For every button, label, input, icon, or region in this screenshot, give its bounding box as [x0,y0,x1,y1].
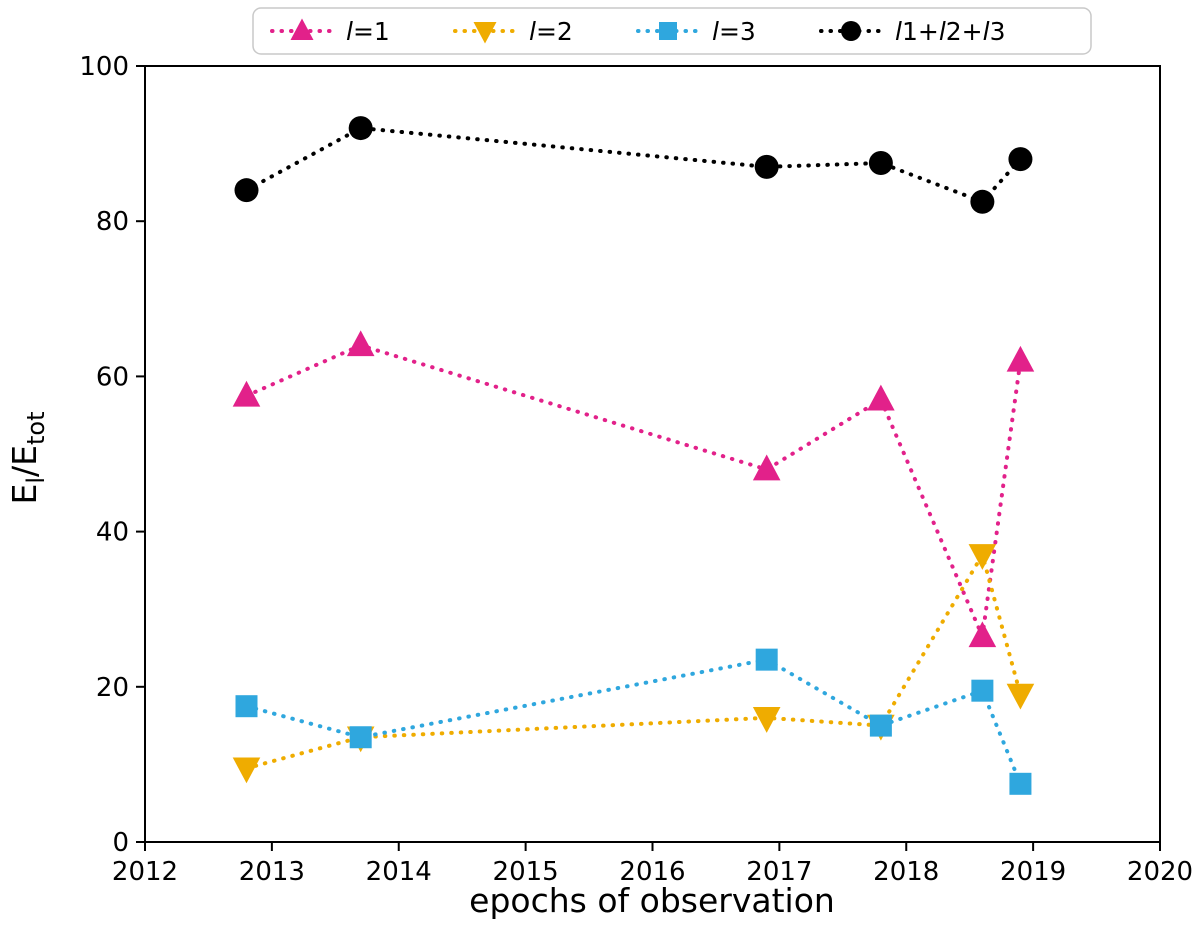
axes-frame [144,65,1161,843]
y-tick-label: 60 [96,362,129,392]
x-tick-label: 2016 [619,857,685,887]
data-point [867,384,895,411]
data-point [1009,772,1032,795]
x-tick-label: 2018 [873,857,939,887]
y-tick-label: 40 [96,518,129,548]
y-axis: 0 20 40 60 80 100 [79,52,145,858]
y-tick-label: 80 [96,207,129,237]
x-axis-title: epochs of observation [469,881,835,920]
data-point [349,726,372,749]
data-point [473,22,497,44]
legend: l=1 l=2 l=3 l1+l2+l3 [252,7,1092,55]
x-tick-label: 2019 [1000,857,1066,887]
series-l-1 [232,330,1035,648]
data-point [752,707,781,733]
data-point [841,21,861,41]
data-point [234,178,259,203]
legend-label: l=1 [346,17,390,46]
data-point [968,544,997,570]
x-tick-label: 2015 [493,857,559,887]
data-point [232,757,261,784]
y-axis-title-part: /E [5,445,44,477]
data-point [971,679,994,702]
data-point [1006,683,1035,710]
data-point [970,189,995,214]
data-point [659,22,677,40]
y-axis-title: El/Etot [5,411,50,504]
x-tick-label: 2014 [366,857,432,887]
data-point [868,151,893,175]
legend-label: l=3 [712,17,756,46]
x-tick-label: 2020 [1127,857,1193,887]
data-point [752,454,781,481]
legend-label: l=2 [529,17,573,46]
data-point [1008,147,1033,172]
data-point [968,621,997,648]
series-l1-l2-l3 [234,116,1033,214]
y-axis-title-sub: tot [22,411,50,445]
legend-label: l1+l2+l3 [895,17,1005,46]
data-point [235,695,258,718]
data-point [346,330,375,357]
y-tick-label: 0 [112,828,129,858]
y-tick-label: 20 [96,673,129,703]
chart-generated-content: 2012 2013 2014 2015 2016 2017 2018 2019 2020 0 20 4… [79,7,1193,887]
x-tick-label: 2017 [746,857,812,887]
x-tick-label: 2013 [239,857,305,887]
data-point [290,18,314,40]
data-point [232,380,261,407]
data-point [1006,345,1035,372]
x-tick-label: 2012 [112,857,178,887]
y-axis-title-part: E [5,484,44,505]
series-l-3 [235,648,1032,795]
y-tick-label: 100 [79,52,129,82]
y-axis-title-sub: l [22,477,50,484]
data-point [754,154,779,179]
x-axis: 2012 2013 2014 2015 2016 2017 2018 2019 2020 [112,842,1193,887]
data-point [755,648,778,671]
data-point [348,116,373,141]
data-point [869,714,892,737]
